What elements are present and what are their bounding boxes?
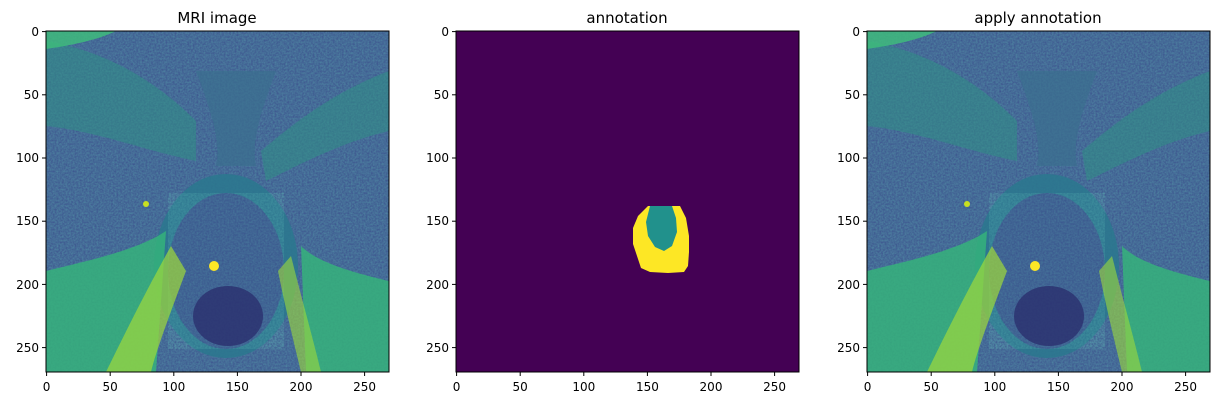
x-tick-label: 250 <box>763 380 786 394</box>
x-tick-label: 50 <box>513 380 528 394</box>
y-tick-label: 200 <box>16 278 39 292</box>
x-tick-label: 200 <box>290 380 313 394</box>
x-tick-label: 50 <box>924 380 939 394</box>
x-tick-label: 0 <box>43 380 51 394</box>
y-tick-label: 200 <box>426 278 449 292</box>
y-tick-label: 200 <box>837 278 860 292</box>
y-tick-label: 50 <box>845 88 860 102</box>
y-tick-label: 150 <box>837 214 860 228</box>
mri-image <box>46 31 389 372</box>
y-tick-label: 250 <box>426 341 449 355</box>
x-tick-label: 0 <box>864 380 872 394</box>
y-tick-label: 0 <box>31 25 39 39</box>
x-ticks <box>456 372 776 376</box>
y-tick-label: 100 <box>16 151 39 165</box>
panel-title: apply annotation <box>974 9 1101 27</box>
y-tick-label: 250 <box>837 341 860 355</box>
panel-mri: MRI image 0 50 100 150 200 250 0 50 100 … <box>16 9 390 394</box>
y-ticks <box>42 31 46 349</box>
axes-frame <box>455 30 800 373</box>
x-tick-label: 250 <box>353 380 376 394</box>
y-ticks <box>452 31 456 349</box>
x-tick-label: 150 <box>636 380 659 394</box>
y-tick-label: 50 <box>24 88 39 102</box>
x-tick-label: 100 <box>572 380 595 394</box>
x-tick-label: 100 <box>983 380 1006 394</box>
axes-frame <box>866 30 1211 373</box>
x-ticks <box>46 372 366 376</box>
applied-image <box>867 31 1210 372</box>
x-tick-label: 50 <box>103 380 118 394</box>
panel-title: annotation <box>586 9 667 27</box>
x-ticks <box>867 372 1187 376</box>
axes-frame <box>45 30 390 373</box>
panel-annotation: annotation 0 50 100 150 200 250 0 50 100… <box>426 9 800 394</box>
x-tick-label: 200 <box>1111 380 1134 394</box>
x-tick-label: 250 <box>1174 380 1197 394</box>
x-tick-label: 0 <box>453 380 461 394</box>
y-tick-label: 150 <box>426 214 449 228</box>
y-ticks <box>863 31 867 349</box>
x-tick-label: 200 <box>700 380 723 394</box>
panel-title: MRI image <box>177 9 256 27</box>
x-tick-label: 150 <box>1047 380 1070 394</box>
y-tick-label: 0 <box>441 25 449 39</box>
y-tick-label: 100 <box>837 151 860 165</box>
y-tick-label: 100 <box>426 151 449 165</box>
x-tick-label: 150 <box>226 380 249 394</box>
annotation-background <box>456 31 799 372</box>
y-tick-label: 50 <box>434 88 449 102</box>
y-tick-label: 250 <box>16 341 39 355</box>
x-tick-label: 100 <box>162 380 185 394</box>
panel-apply: apply annotation 0 50 100 150 200 250 0 … <box>837 9 1211 394</box>
y-tick-label: 0 <box>852 25 860 39</box>
annotation-region-teal <box>646 206 677 251</box>
y-tick-label: 150 <box>16 214 39 228</box>
